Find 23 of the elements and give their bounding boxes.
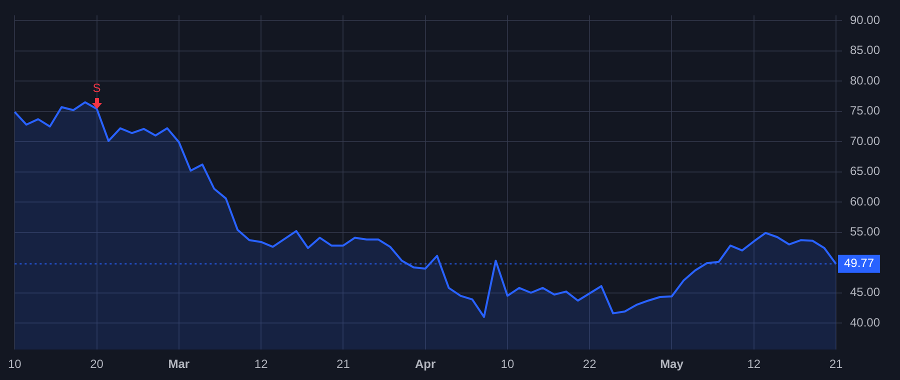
x-tick-label: May	[660, 357, 684, 372]
y-tick-label: 55.00	[850, 224, 880, 239]
ref-line-label: 49.77	[844, 256, 874, 270]
y-tick-label: 45.00	[850, 285, 880, 300]
x-tick-label: Apr	[415, 357, 436, 372]
y-tick-label: 70.00	[850, 134, 880, 148]
x-tick-label: 22	[582, 357, 597, 372]
y-tick-label: 85.00	[850, 43, 880, 58]
y-tick-label: 65.00	[850, 164, 880, 178]
y-tick-label: 80.00	[850, 73, 880, 88]
x-tick-label: 10	[8, 357, 22, 372]
x-tick-label: 21	[829, 357, 843, 372]
x-tick-label: 12	[254, 357, 268, 372]
y-tick-label: 60.00	[850, 194, 880, 208]
y-tick-label: 90.00	[850, 12, 880, 27]
y-tick-label: 75.00	[850, 104, 880, 118]
annotation: S	[92, 81, 101, 96]
y-tick-label: 40.00	[850, 315, 880, 330]
x-tick-label: 20	[90, 357, 104, 372]
x-tick-label: 10	[500, 357, 514, 372]
x-tick-label: Mar	[168, 357, 190, 372]
x-tick-label: 12	[747, 357, 761, 372]
x-tick-label: 21	[336, 357, 350, 372]
